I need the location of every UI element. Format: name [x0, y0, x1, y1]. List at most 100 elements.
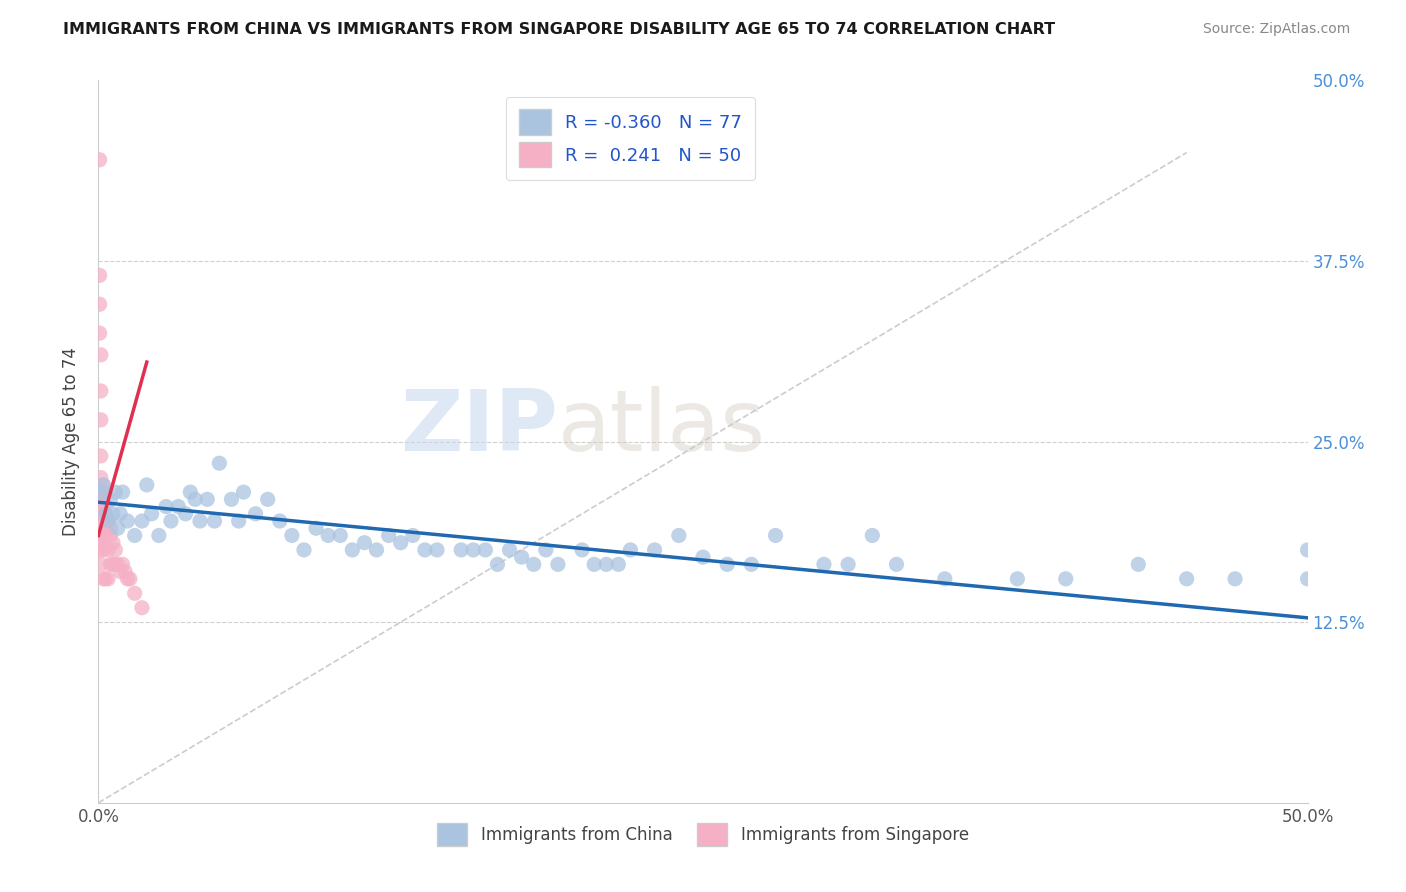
- Point: [607, 558, 630, 572]
- Point: [91, 572, 114, 586]
- Point: [256, 492, 278, 507]
- Point: [90, 535, 112, 549]
- Point: [1296, 542, 1319, 557]
- Point: [93, 507, 115, 521]
- Point: [90, 348, 112, 362]
- Point: [184, 492, 207, 507]
- Point: [583, 558, 606, 572]
- Point: [377, 528, 399, 542]
- Point: [668, 528, 690, 542]
- Point: [101, 558, 124, 572]
- Point: [90, 485, 112, 500]
- Point: [97, 572, 120, 586]
- Point: [91, 478, 114, 492]
- Point: [97, 542, 120, 557]
- Point: [89, 268, 111, 283]
- Point: [692, 550, 714, 565]
- Point: [104, 542, 127, 557]
- Point: [101, 535, 124, 549]
- Point: [117, 572, 139, 586]
- Point: [269, 514, 291, 528]
- Point: [94, 507, 117, 521]
- Point: [498, 542, 520, 557]
- Point: [740, 558, 762, 572]
- Point: [111, 558, 134, 572]
- Point: [474, 542, 496, 557]
- Point: [1223, 572, 1246, 586]
- Point: [94, 572, 117, 586]
- Point: [595, 558, 617, 572]
- Point: [91, 514, 114, 528]
- Point: [413, 542, 436, 557]
- Point: [118, 572, 141, 586]
- Point: [124, 586, 146, 600]
- Point: [90, 492, 112, 507]
- Point: [141, 507, 163, 521]
- Point: [389, 535, 412, 549]
- Point: [1175, 572, 1198, 586]
- Point: [167, 500, 190, 514]
- Point: [93, 514, 115, 528]
- Point: [204, 514, 226, 528]
- Point: [934, 572, 956, 586]
- Point: [91, 542, 114, 557]
- Point: [131, 600, 153, 615]
- Point: [100, 528, 122, 542]
- Text: atlas: atlas: [558, 385, 766, 468]
- Point: [1128, 558, 1150, 572]
- Point: [117, 514, 139, 528]
- Point: [94, 528, 117, 542]
- Point: [90, 413, 112, 427]
- Point: [111, 485, 134, 500]
- Point: [90, 507, 112, 521]
- Point: [188, 514, 211, 528]
- Point: [813, 558, 835, 572]
- Point: [90, 558, 112, 572]
- Point: [91, 485, 114, 500]
- Point: [221, 492, 243, 507]
- Point: [547, 558, 569, 572]
- Point: [90, 528, 112, 542]
- Point: [245, 507, 267, 521]
- Point: [644, 542, 666, 557]
- Point: [232, 485, 254, 500]
- Point: [90, 470, 112, 484]
- Point: [148, 528, 170, 542]
- Legend: Immigrants from China, Immigrants from Singapore: Immigrants from China, Immigrants from S…: [423, 809, 983, 860]
- Point: [135, 478, 157, 492]
- Point: [107, 521, 129, 535]
- Point: [91, 528, 114, 542]
- Point: [305, 521, 328, 535]
- Point: [91, 521, 114, 535]
- Point: [101, 507, 124, 521]
- Point: [90, 514, 112, 528]
- Point: [100, 492, 122, 507]
- Text: ZIP: ZIP: [401, 385, 558, 468]
- Point: [860, 528, 883, 542]
- Point: [97, 514, 120, 528]
- Point: [89, 326, 111, 340]
- Point: [450, 542, 472, 557]
- Point: [1296, 572, 1319, 586]
- Point: [426, 542, 449, 557]
- Point: [342, 542, 364, 557]
- Text: Source: ZipAtlas.com: Source: ZipAtlas.com: [1202, 22, 1350, 37]
- Point: [89, 153, 111, 167]
- Point: [108, 565, 131, 579]
- Point: [463, 542, 485, 557]
- Point: [179, 485, 201, 500]
- Point: [107, 558, 129, 572]
- Point: [329, 528, 352, 542]
- Point: [195, 492, 218, 507]
- Point: [1007, 572, 1029, 586]
- Point: [104, 485, 127, 500]
- Point: [837, 558, 859, 572]
- Point: [90, 542, 112, 557]
- Point: [108, 507, 131, 521]
- Point: [155, 500, 177, 514]
- Point: [94, 514, 117, 528]
- Point: [765, 528, 787, 542]
- Point: [91, 478, 114, 492]
- Point: [100, 558, 122, 572]
- Point: [353, 535, 375, 549]
